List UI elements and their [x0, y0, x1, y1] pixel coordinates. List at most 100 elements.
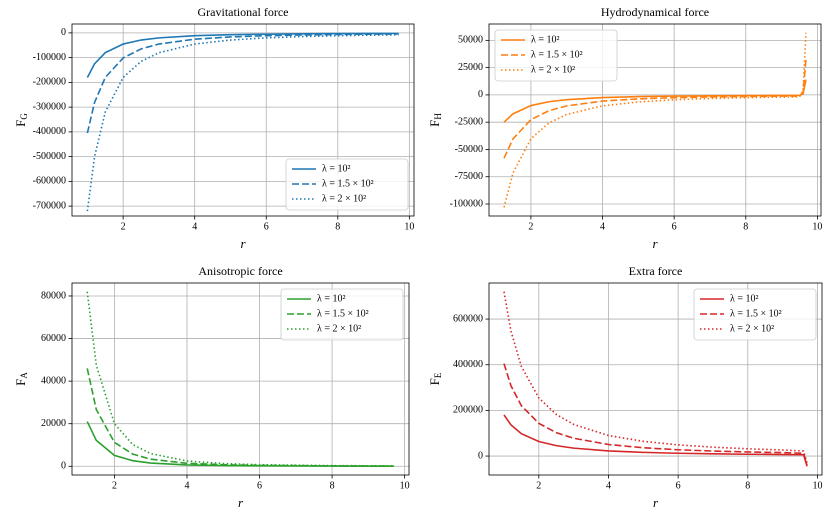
y-tick-label: 25000 — [458, 62, 483, 73]
y-tick-label: -75000 — [455, 171, 483, 182]
x-tick-label: 8 — [743, 221, 748, 232]
legend-box — [693, 288, 817, 341]
y-tick-label: 60000 — [41, 333, 66, 344]
y-tick-label: 0 — [478, 450, 483, 461]
y-tick-label: 200000 — [453, 405, 483, 416]
y-tick-label: -500000 — [33, 151, 66, 162]
x-tick-label: 4 — [192, 221, 197, 232]
y-axis-label-main: F — [427, 378, 442, 385]
series-line — [503, 363, 808, 466]
y-axis-label-main: F — [427, 120, 442, 127]
x-tick-label: 2 — [121, 221, 126, 232]
y-tick-label: -100000 — [450, 198, 483, 209]
legend-label: λ = 2 × 10² — [322, 193, 366, 204]
y-tick-label: 20000 — [41, 418, 66, 429]
y-tick-label: 80000 — [41, 290, 66, 301]
subplot: 2 4 6 8 10 -100000 -75000 -50000 -25000 0 25000 500… — [427, 5, 822, 251]
y-axis-label-sub: G — [19, 113, 29, 120]
x-axis-label: r — [240, 236, 246, 251]
legend: λ = 10² λ = 1.5 × 10² λ = 2 × 10² — [494, 29, 618, 82]
subplot: 2 4 6 8 10 -700000 -600000 -500000 -400000 -30000… — [13, 5, 415, 251]
x-tick-label: 8 — [335, 221, 340, 232]
legend-label: λ = 10² — [730, 293, 759, 304]
subplot: 2 4 6 8 10 0 20000 40000 60000 80000 Anisotropic f… — [13, 264, 410, 510]
legend: λ = 10² λ = 1.5 × 10² λ = 2 × 10² — [285, 158, 409, 211]
series-line — [503, 414, 808, 467]
legend-label: λ = 10² — [322, 163, 351, 174]
x-axis-label: r — [652, 236, 658, 251]
plot-frame — [71, 282, 410, 476]
legend-box — [280, 288, 404, 341]
x-tick-label: 4 — [600, 221, 605, 232]
x-tick-label: 6 — [672, 221, 677, 232]
legend-label: λ = 1.5 × 10² — [317, 308, 369, 319]
x-tick-label: 8 — [745, 480, 750, 491]
legend-label: λ = 10² — [317, 293, 346, 304]
chart-title: Anisotropic force — [198, 264, 282, 278]
x-tick-label: 2 — [112, 480, 117, 491]
legend-box — [494, 29, 618, 82]
y-axis-label-sub: A — [19, 372, 29, 379]
x-tick-label: 6 — [264, 221, 269, 232]
series-line — [86, 32, 399, 78]
series-line — [86, 34, 399, 212]
chart-title: Hydrodynamical force — [601, 5, 709, 19]
legend-box — [285, 158, 409, 211]
y-tick-label: 600000 — [453, 313, 483, 324]
chart-title: Gravitational force — [198, 5, 289, 19]
y-tick-label: -400000 — [33, 126, 66, 137]
series-line — [503, 59, 807, 159]
x-tick-label: 6 — [676, 480, 681, 491]
legend-label: λ = 1.5 × 10² — [531, 49, 583, 60]
y-tick-label: 50000 — [458, 35, 483, 46]
y-tick-label: 400000 — [453, 359, 483, 370]
y-tick-label: -600000 — [33, 176, 66, 187]
x-tick-label: 4 — [606, 480, 611, 491]
chart-title: Extra force — [629, 264, 683, 278]
y-tick-label: -200000 — [33, 77, 66, 88]
y-tick-label: -25000 — [455, 116, 483, 127]
legend-label: λ = 2 × 10² — [730, 323, 774, 334]
x-axis-label: r — [653, 495, 659, 510]
y-tick-label: -50000 — [455, 144, 483, 155]
y-tick-label: 0 — [61, 27, 66, 38]
y-tick-label: -100000 — [33, 52, 66, 63]
legend-label: λ = 10² — [531, 34, 560, 45]
x-tick-label: 2 — [528, 221, 533, 232]
plot-frame — [488, 23, 822, 217]
x-tick-label: 8 — [330, 480, 335, 491]
legend-label: λ = 2 × 10² — [531, 64, 575, 75]
y-axis-label-main: F — [13, 120, 28, 127]
x-tick-label: 2 — [536, 480, 541, 491]
y-axis-label: FA — [13, 372, 29, 386]
y-tick-label: -300000 — [33, 101, 66, 112]
y-tick-label: 40000 — [41, 375, 66, 386]
legend-label: λ = 1.5 × 10² — [322, 178, 374, 189]
plot-frame — [488, 282, 823, 476]
series-line — [86, 291, 394, 467]
x-tick-label: 4 — [184, 480, 189, 491]
y-tick-label: 0 — [478, 89, 483, 100]
x-tick-label: 10 — [812, 480, 822, 491]
legend-label: λ = 1.5 × 10² — [730, 308, 782, 319]
y-axis-label-sub: E — [433, 372, 443, 378]
series-line — [503, 32, 807, 208]
x-tick-label: 6 — [257, 480, 262, 491]
y-axis-label: FG — [13, 113, 29, 127]
y-axis-label-sub: H — [433, 113, 443, 120]
y-tick-label: -700000 — [33, 200, 66, 211]
x-axis-label: r — [238, 495, 244, 510]
x-tick-label: 10 — [812, 221, 822, 232]
y-tick-label: 0 — [61, 461, 66, 472]
series-line — [86, 33, 399, 134]
y-axis-label: FE — [427, 372, 443, 385]
legend: λ = 10² λ = 1.5 × 10² λ = 2 × 10² — [693, 288, 817, 341]
x-tick-label: 10 — [404, 221, 414, 232]
plot-frame — [71, 23, 415, 217]
y-axis-label: FH — [427, 113, 443, 127]
y-axis-label-main: F — [13, 379, 28, 386]
legend-label: λ = 2 × 10² — [317, 323, 361, 334]
